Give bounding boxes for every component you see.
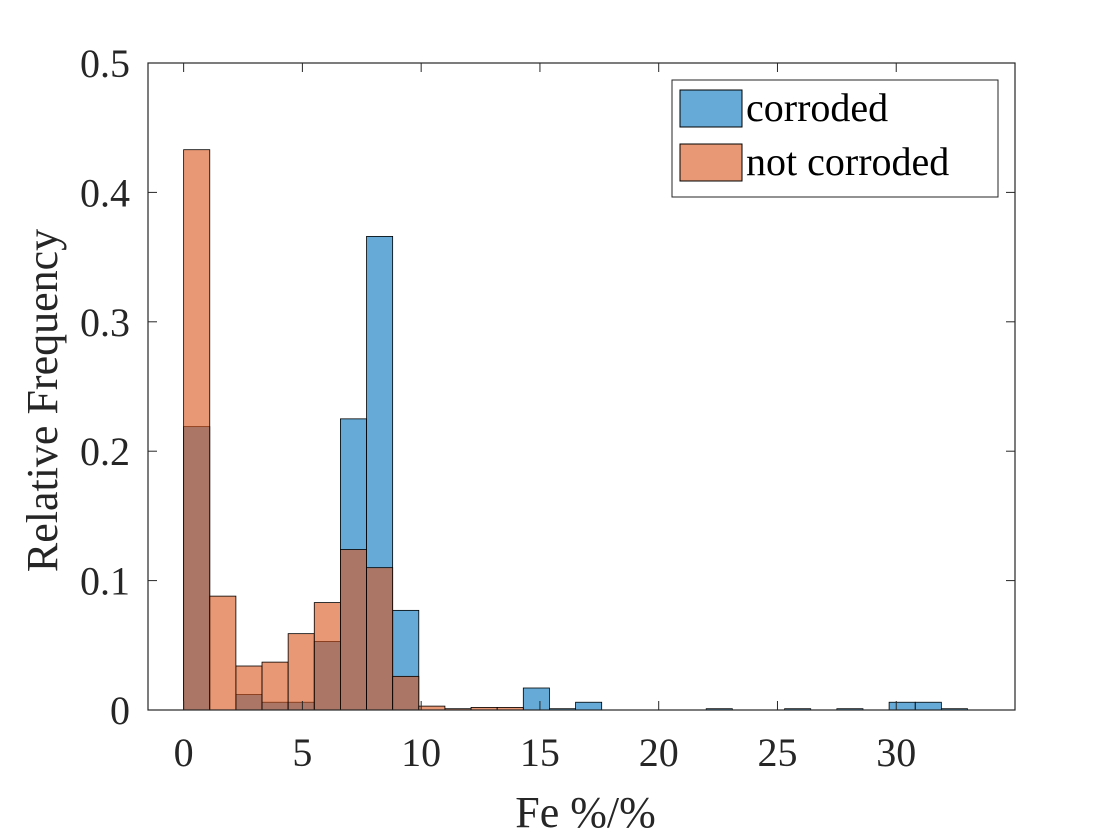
legend-swatch-corroded — [679, 89, 743, 128]
bar-not-corroded-0 — [183, 149, 211, 711]
x-axis-ticks: 0 5 10 15 20 25 30 — [174, 63, 916, 775]
bar-not-corroded-6 — [340, 549, 367, 711]
legend-label-not-corroded: not corroded — [746, 139, 949, 184]
y-tick-label: 0.4 — [80, 170, 130, 215]
y-tick-label: 0 — [110, 688, 130, 733]
plot-area-frame — [147, 62, 1016, 711]
x-axis-label: Fe %/% — [515, 788, 656, 837]
bar-not-corroded-8 — [392, 675, 420, 711]
bar-not-corroded-5 — [313, 602, 341, 711]
bar-not-corroded-2 — [235, 665, 263, 711]
bar-corroded-27 — [888, 701, 916, 711]
x-tick-label: 25 — [757, 730, 797, 775]
y-tick-label: 0.2 — [80, 429, 130, 474]
legend-label-corroded: corroded — [746, 85, 888, 130]
bar-not-corroded-7 — [366, 567, 394, 711]
x-tick-label: 20 — [639, 730, 679, 775]
bar-corroded-13 — [522, 687, 550, 711]
x-tick-label: 5 — [292, 730, 312, 775]
y-axis-ticks: 0 0.1 0.2 0.3 0.4 0.5 — [80, 41, 1015, 733]
y-tick-label: 0.3 — [80, 300, 130, 345]
y-tick-label: 0.5 — [80, 41, 130, 86]
x-tick-label: 15 — [520, 730, 560, 775]
y-axis-label: Relative Frequency — [18, 229, 67, 572]
bar-corroded-15 — [575, 701, 603, 711]
legend-swatch-not-corroded — [679, 143, 743, 182]
bar-not-corroded-4 — [287, 633, 315, 711]
bar-not-corroded-3 — [261, 661, 289, 711]
x-tick-label: 30 — [876, 730, 916, 775]
legend: corroded not corroded — [671, 79, 999, 198]
x-tick-label: 10 — [401, 730, 441, 775]
y-tick-label: 0.1 — [80, 559, 130, 604]
bar-corroded-28 — [914, 701, 942, 711]
bar-not-corroded-1 — [209, 595, 237, 711]
x-tick-label: 0 — [174, 730, 194, 775]
